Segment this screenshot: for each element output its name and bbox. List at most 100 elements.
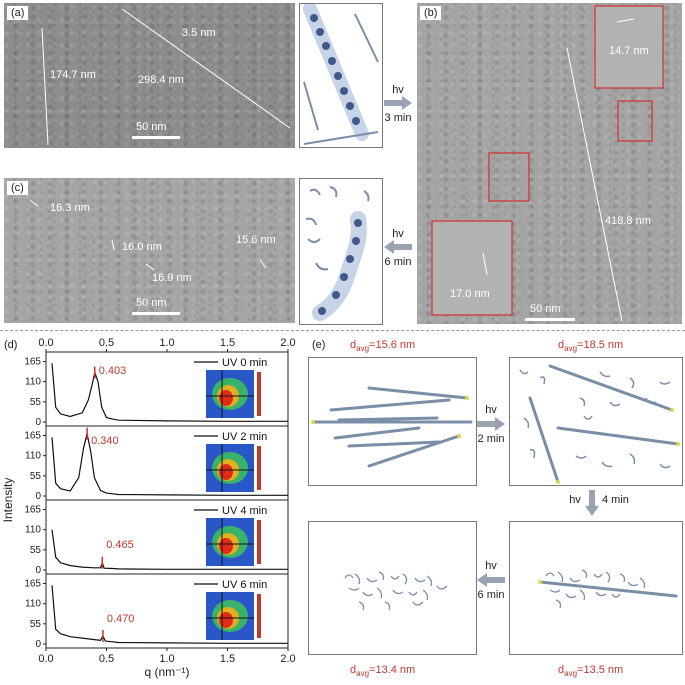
single-rod-fragments-sketch bbox=[538, 569, 678, 609]
y-tick-label: 110 bbox=[25, 525, 41, 536]
y-tick-label: 55 bbox=[30, 397, 42, 408]
y-tick-label: 55 bbox=[30, 471, 42, 482]
fragment-assembly-sketch bbox=[305, 186, 370, 321]
arrow-e1-line1: hv bbox=[485, 404, 497, 416]
x-axis-label: q (nm⁻¹) bbox=[145, 665, 190, 679]
section-divider bbox=[0, 330, 685, 331]
x-tick-label: 1.0 bbox=[159, 653, 174, 665]
x-tick-label-top: 1.5 bbox=[220, 337, 235, 349]
series-line bbox=[51, 363, 288, 422]
saxs-chart: 0 55 110 165 0.403 UV 0 min 0 55 110 165 0.340 UV 2… bbox=[1, 337, 296, 679]
arrow-e2-line2: 4 min bbox=[602, 494, 629, 506]
panel-c-measurements bbox=[29, 199, 267, 271]
y-tick-label: 0 bbox=[35, 639, 41, 650]
panel-c-tem-image: (c) 16.3 nm 16.0 nm 16.9 nm 15.6 nm 50 n… bbox=[4, 178, 295, 323]
schematic-box-1 bbox=[308, 357, 477, 486]
scalebar-label: 50 nm bbox=[136, 297, 167, 309]
arrow-left-icon bbox=[477, 573, 505, 587]
legend-label: UV 4 min bbox=[222, 505, 267, 517]
y-tick-label: 165 bbox=[24, 579, 41, 590]
measure-line-174 bbox=[41, 27, 49, 146]
panel-a-tem-image: (a) 174.7 nm 298.4 nm 3.5 nm 50 nm bbox=[4, 3, 295, 148]
arrow-down-icon bbox=[585, 490, 599, 516]
inset-core bbox=[219, 464, 233, 480]
x-tick-label-top: 2.0 bbox=[280, 337, 295, 349]
inset-core bbox=[219, 612, 233, 628]
panel-b-tag: (b) bbox=[420, 6, 442, 20]
y-tick-label: 55 bbox=[30, 545, 42, 556]
y-tick-label: 55 bbox=[30, 619, 42, 630]
y-tick-label: 110 bbox=[25, 599, 41, 610]
panel-c-sketch bbox=[299, 178, 383, 325]
davg-label-4: davg=13.4 nm bbox=[350, 664, 416, 679]
arrow-e2-line1: hv bbox=[569, 494, 581, 506]
x-tick-label-top: 0.0 bbox=[38, 337, 53, 349]
rods-and-fragments-sketch bbox=[519, 364, 680, 484]
schematic-box-3 bbox=[509, 521, 683, 655]
x-tick-label: 1.5 bbox=[220, 653, 235, 665]
schematic-box-2 bbox=[509, 357, 683, 486]
label-3-5nm: 3.5 nm bbox=[182, 27, 216, 39]
peak-label: 0.470 bbox=[107, 613, 135, 625]
arrow-e3-line1: hv bbox=[485, 560, 497, 572]
inset-colorbar bbox=[257, 446, 261, 490]
davg-label-2: davg=18.5 nm bbox=[558, 339, 624, 354]
x-tick-label: 0.0 bbox=[38, 653, 53, 665]
y-tick-label: 0 bbox=[35, 491, 41, 502]
davg-label-3: davg=13.5 nm bbox=[558, 664, 624, 679]
x-tick-label-top: 1.0 bbox=[159, 337, 174, 349]
inset-core bbox=[219, 390, 233, 406]
panel-b-tem-image: (b) 14.7 nm 418.8 nm 17.0 nm 50 nm bbox=[417, 3, 682, 324]
x-tick-label: 2.0 bbox=[280, 653, 295, 665]
schematic-box-4 bbox=[308, 521, 477, 655]
y-tick-label: 110 bbox=[25, 377, 41, 388]
davg-label-1: davg=15.6 nm bbox=[350, 339, 416, 354]
panel-b-overlays bbox=[431, 5, 664, 322]
legend-label: UV 6 min bbox=[222, 579, 267, 591]
label-174nm: 174.7 nm bbox=[50, 69, 96, 81]
y-tick-label: 165 bbox=[24, 505, 41, 516]
scalebar-label: 50 nm bbox=[136, 121, 167, 133]
long-rods-sketch bbox=[311, 386, 473, 468]
arrow-e1-line2: 2 min bbox=[477, 433, 505, 445]
inset-colorbar bbox=[257, 594, 261, 638]
label-16-0nm: 16.0 nm bbox=[122, 241, 162, 253]
arrow-bc-line1: hv bbox=[392, 228, 404, 240]
panel-a-sketch bbox=[299, 2, 383, 148]
y-tick-label: 165 bbox=[24, 431, 41, 442]
arrow-right-icon bbox=[384, 96, 412, 110]
scalebar bbox=[132, 136, 180, 139]
y-axis-label: Intensity bbox=[1, 478, 15, 523]
label-16-9nm: 16.9 nm bbox=[152, 272, 192, 284]
panel-c-tag: (c) bbox=[7, 181, 28, 195]
y-tick-label: 110 bbox=[25, 451, 41, 462]
arrow-ab-line1: hv bbox=[392, 84, 404, 96]
arrow-right-icon bbox=[477, 417, 505, 431]
arrow-e3-line2: 6 min bbox=[477, 589, 505, 601]
series-line bbox=[51, 529, 288, 570]
label-17-0nm: 17.0 nm bbox=[450, 288, 490, 300]
fragments-only-sketch bbox=[344, 571, 448, 611]
series-line bbox=[51, 585, 288, 644]
legend-label: UV 2 min bbox=[222, 431, 267, 443]
label-298nm: 298.4 nm bbox=[138, 74, 184, 86]
inset-core bbox=[219, 538, 233, 554]
y-tick-label: 0 bbox=[35, 417, 41, 428]
scalebar bbox=[132, 312, 180, 315]
y-tick-label: 0 bbox=[35, 565, 41, 576]
label-14-7nm: 14.7 nm bbox=[609, 45, 649, 57]
peak-label: 0.340 bbox=[91, 435, 119, 447]
x-tick-label: 0.5 bbox=[99, 653, 114, 665]
peak-label: 0.403 bbox=[99, 365, 127, 377]
inset-colorbar bbox=[257, 372, 261, 416]
label-418-8nm: 418.8 nm bbox=[605, 215, 651, 227]
arrow-ab-line2: 3 min bbox=[384, 112, 412, 124]
panel-d-tag: (d) bbox=[4, 339, 18, 351]
panel-a-tag: (a) bbox=[7, 6, 29, 20]
panel-e-tag: (e) bbox=[312, 339, 326, 351]
scalebar bbox=[525, 318, 575, 321]
rod-assembly-sketch bbox=[303, 2, 379, 145]
label-16-3nm: 16.3 nm bbox=[50, 202, 90, 214]
y-tick-label: 165 bbox=[24, 357, 41, 368]
legend-label: UV 0 min bbox=[222, 357, 267, 369]
